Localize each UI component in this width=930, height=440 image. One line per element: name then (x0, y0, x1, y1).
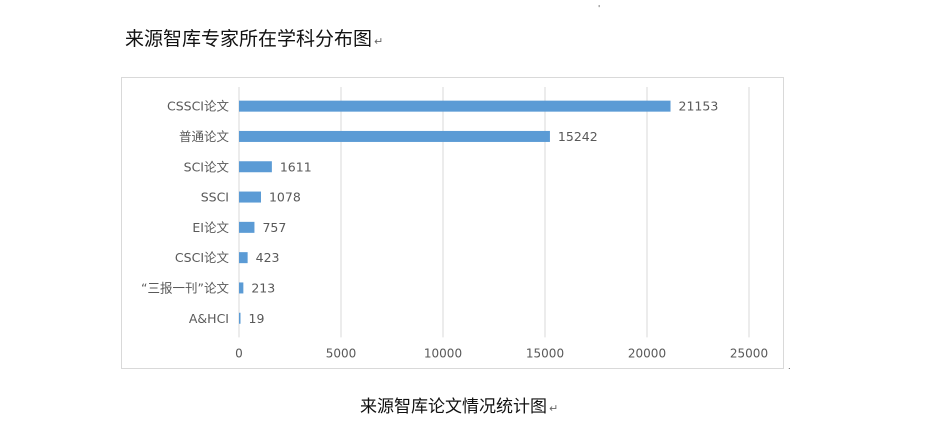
category-label-0: CSSCI论文 (167, 99, 230, 114)
bar-3 (239, 191, 261, 203)
category-label-6: “三报一刊”论文 (141, 280, 229, 295)
bar-chart: 0 5000 10000 15000 20000 25000 CSSCI论文 21153 普通论… (121, 77, 784, 369)
value-label-1: 15242 (558, 129, 598, 144)
bar-4 (239, 221, 255, 233)
paragraph-mark-icon-2: ↵ (549, 402, 559, 415)
x-tick-label-4: 20000 (628, 346, 666, 360)
value-label-6: 213 (251, 280, 275, 295)
bar-7 (239, 312, 241, 324)
category-label-5: CSCI论文 (175, 250, 230, 265)
stray-mark: ' (598, 4, 601, 13)
x-tick-label-1: 5000 (326, 346, 357, 360)
x-tick-label-0: 0 (235, 346, 243, 360)
value-label-7: 19 (249, 311, 265, 326)
bar-0 (239, 100, 671, 112)
stray-mark-2: . (788, 362, 791, 371)
x-tick-label-3: 15000 (526, 346, 564, 360)
document-heading: 来源智库专家所在学科分布图 ↵ (125, 24, 383, 51)
value-label-0: 21153 (679, 99, 719, 114)
x-tick-label-2: 10000 (424, 346, 462, 360)
bar-5 (239, 252, 248, 264)
category-label-7: A&HCI (189, 311, 229, 326)
bar-chart-svg: 0 5000 10000 15000 20000 25000 CSSCI论文 21153 普通论… (141, 87, 768, 360)
bar-2 (239, 161, 272, 173)
bar-6 (239, 282, 244, 294)
category-label-3: SSCI (201, 190, 229, 205)
category-label-1: 普通论文 (179, 129, 230, 144)
category-label-4: EI论文 (192, 220, 229, 235)
document-heading-text: 来源智库专家所在学科分布图 (125, 28, 373, 50)
value-label-5: 423 (256, 250, 280, 265)
figure-caption: 来源智库论文情况统计图 ↵ (360, 392, 558, 417)
bar-1 (239, 130, 550, 142)
paragraph-mark-icon: ↵ (374, 35, 384, 48)
value-label-2: 1611 (280, 159, 312, 174)
value-label-3: 1078 (269, 190, 301, 205)
x-tick-label-5: 25000 (730, 346, 768, 360)
value-label-4: 757 (262, 220, 286, 235)
category-label-2: SCI论文 (184, 159, 230, 174)
figure-caption-text: 来源智库论文情况统计图 (360, 397, 547, 417)
